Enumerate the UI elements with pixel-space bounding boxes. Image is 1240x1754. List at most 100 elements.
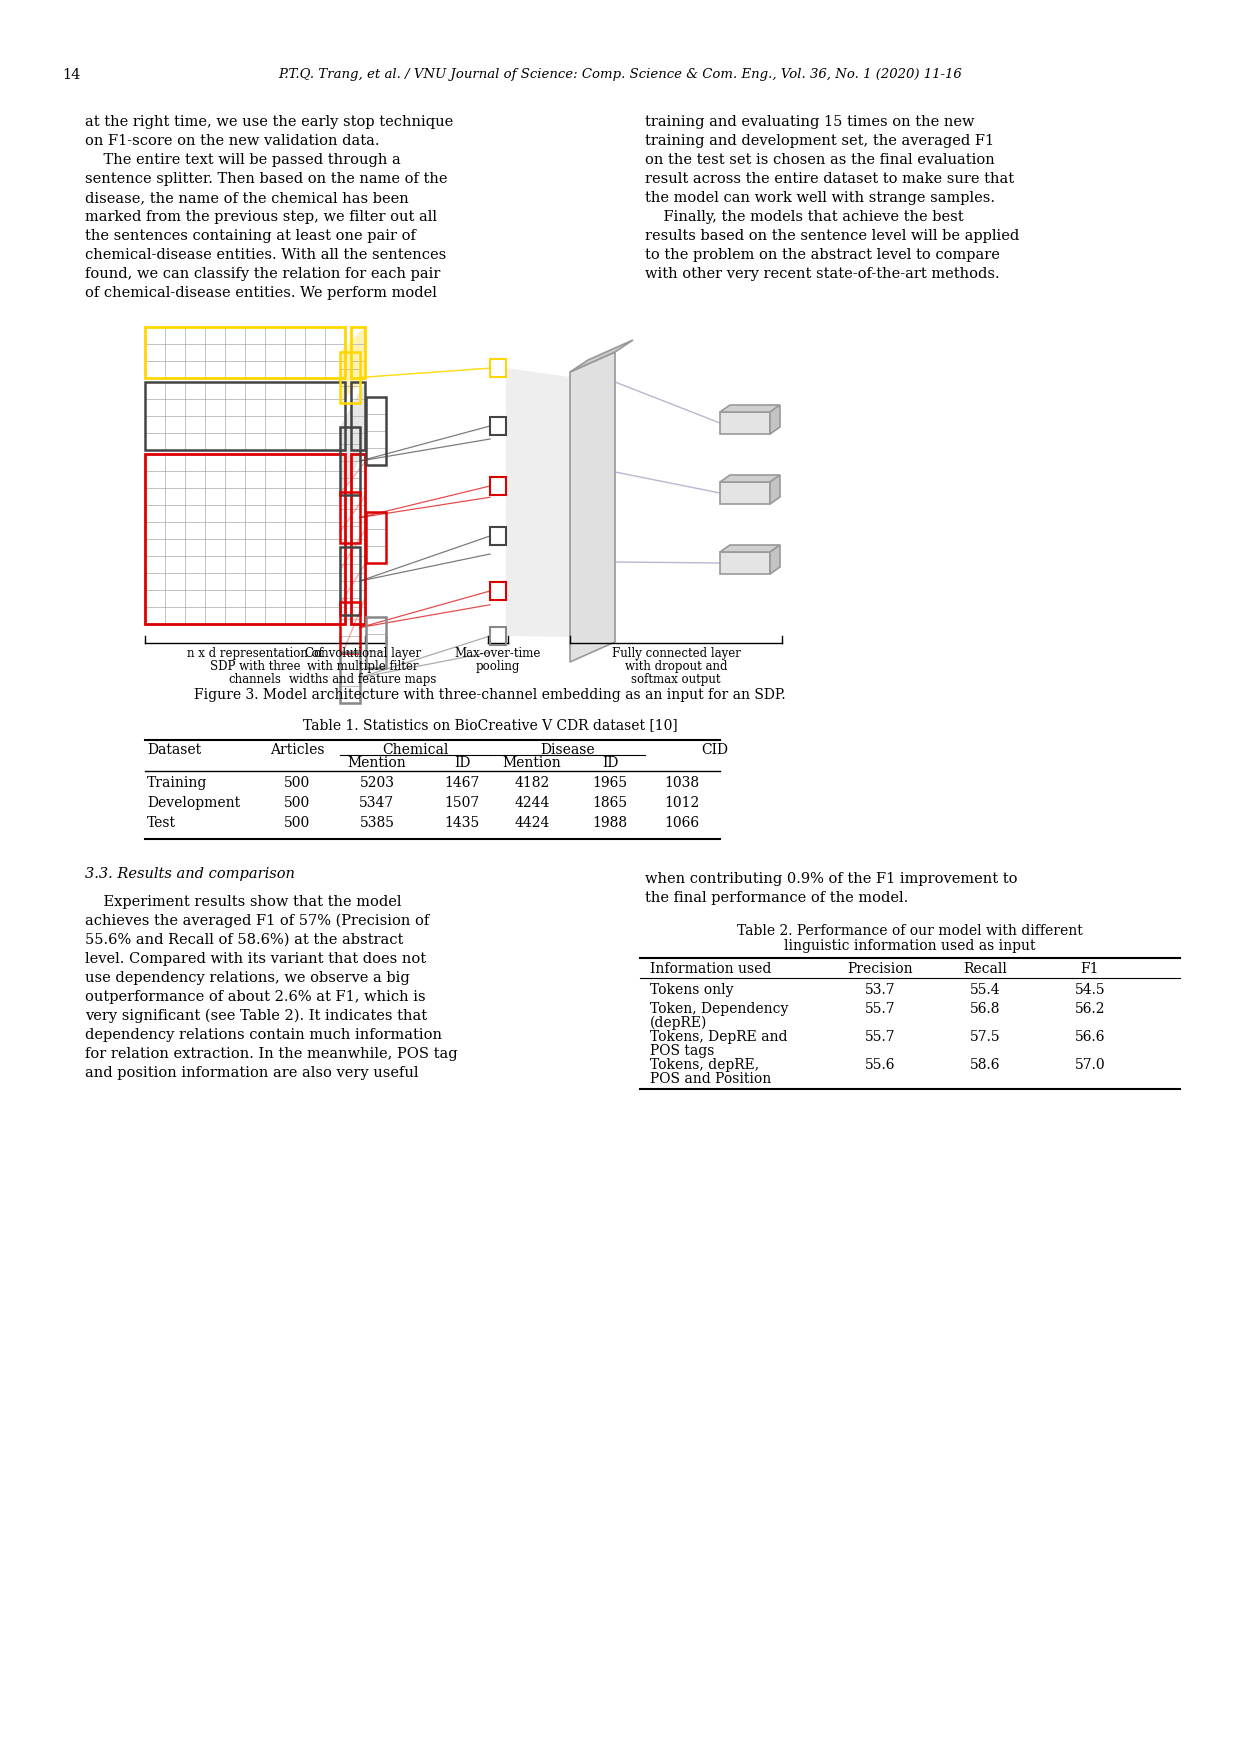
Bar xyxy=(340,602,360,652)
Text: 55.4: 55.4 xyxy=(970,982,1001,996)
Text: 55.6: 55.6 xyxy=(864,1058,895,1072)
Polygon shape xyxy=(770,475,780,503)
Text: marked from the previous step, we filter out all: marked from the previous step, we filter… xyxy=(86,210,436,225)
Text: 1988: 1988 xyxy=(593,816,627,830)
Text: 1467: 1467 xyxy=(444,775,480,789)
Text: Table 1. Statistics on BioCreative V CDR dataset [10]: Table 1. Statistics on BioCreative V CDR… xyxy=(303,717,677,731)
Text: Disease: Disease xyxy=(541,744,595,758)
Text: channels: channels xyxy=(228,674,281,686)
Text: achieves the averaged F1 of 57% (Precision of: achieves the averaged F1 of 57% (Precisi… xyxy=(86,914,429,928)
Text: 4424: 4424 xyxy=(515,816,549,830)
Polygon shape xyxy=(340,326,365,403)
Polygon shape xyxy=(570,353,615,661)
Text: 3.3. Results and comparison: 3.3. Results and comparison xyxy=(86,866,295,881)
Text: training and evaluating 15 times on the new: training and evaluating 15 times on the … xyxy=(645,116,975,130)
Bar xyxy=(490,477,506,495)
Text: at the right time, we use the early stop technique: at the right time, we use the early stop… xyxy=(86,116,454,130)
Text: 1435: 1435 xyxy=(444,816,480,830)
Polygon shape xyxy=(570,340,632,372)
Text: Tokens, depRE,: Tokens, depRE, xyxy=(650,1058,759,1072)
Text: Token, Dependency: Token, Dependency xyxy=(650,1002,789,1016)
Text: 56.2: 56.2 xyxy=(1075,1002,1105,1016)
Text: Development: Development xyxy=(148,796,241,810)
Text: Tokens only: Tokens only xyxy=(650,982,734,996)
Text: 1012: 1012 xyxy=(665,796,699,810)
Text: with other very recent state-of-the-art methods.: with other very recent state-of-the-art … xyxy=(645,267,999,281)
Polygon shape xyxy=(770,405,780,433)
Text: Mention: Mention xyxy=(347,756,407,770)
Text: Information used: Information used xyxy=(650,961,771,975)
Text: Convolutional layer: Convolutional layer xyxy=(305,647,422,660)
Text: 5347: 5347 xyxy=(360,796,394,810)
Text: results based on the sentence level will be applied: results based on the sentence level will… xyxy=(645,230,1019,244)
Text: 53.7: 53.7 xyxy=(864,982,895,996)
Text: P.T.Q. Trang, et al. / VNU Journal of Science: Comp. Science & Com. Eng., Vol. 3: P.T.Q. Trang, et al. / VNU Journal of Sc… xyxy=(278,68,962,81)
Bar xyxy=(720,482,770,503)
Text: ID: ID xyxy=(601,756,619,770)
Text: outperformance of about 2.6% at F1, which is: outperformance of about 2.6% at F1, whic… xyxy=(86,989,425,1003)
Text: on the test set is chosen as the final evaluation: on the test set is chosen as the final e… xyxy=(645,153,994,167)
Text: very significant (see Table 2). It indicates that: very significant (see Table 2). It indic… xyxy=(86,1009,427,1023)
Bar xyxy=(340,652,360,703)
Text: dependency relations contain much information: dependency relations contain much inform… xyxy=(86,1028,441,1042)
Bar xyxy=(145,382,345,451)
Text: sentence splitter. Then based on the name of the: sentence splitter. Then based on the nam… xyxy=(86,172,448,186)
Text: pooling: pooling xyxy=(476,660,521,674)
Text: Figure 3. Model architecture with three-channel embedding as an input for an SDP: Figure 3. Model architecture with three-… xyxy=(195,688,786,702)
Bar xyxy=(366,512,386,563)
Text: to the problem on the abstract level to compare: to the problem on the abstract level to … xyxy=(645,247,999,261)
Text: Precision: Precision xyxy=(847,961,913,975)
Text: widths and feature maps: widths and feature maps xyxy=(289,674,436,686)
Text: 1965: 1965 xyxy=(593,775,627,789)
Text: 1066: 1066 xyxy=(665,816,699,830)
Text: 56.8: 56.8 xyxy=(970,1002,1001,1016)
Text: Finally, the models that achieve the best: Finally, the models that achieve the bes… xyxy=(645,210,963,225)
Text: when contributing 0.9% of the F1 improvement to: when contributing 0.9% of the F1 improve… xyxy=(645,872,1018,886)
Text: n x d representation of: n x d representation of xyxy=(187,647,322,660)
Bar xyxy=(490,417,506,435)
Text: disease, the name of the chemical has been: disease, the name of the chemical has be… xyxy=(86,191,409,205)
Bar xyxy=(490,626,506,645)
Bar xyxy=(490,360,506,377)
Text: with multiple filter: with multiple filter xyxy=(308,660,419,674)
Bar xyxy=(340,426,360,495)
Bar xyxy=(145,326,345,379)
Text: Training: Training xyxy=(148,775,207,789)
Text: Mention: Mention xyxy=(502,756,562,770)
Text: 4244: 4244 xyxy=(515,796,549,810)
Polygon shape xyxy=(340,382,365,495)
Text: 500: 500 xyxy=(284,796,310,810)
Bar xyxy=(351,454,365,624)
Polygon shape xyxy=(720,545,780,553)
Text: 57.5: 57.5 xyxy=(970,1030,1001,1044)
Text: 1865: 1865 xyxy=(593,796,627,810)
Polygon shape xyxy=(506,368,570,637)
Text: Articles: Articles xyxy=(270,744,324,758)
Text: on F1-score on the new validation data.: on F1-score on the new validation data. xyxy=(86,133,379,147)
Polygon shape xyxy=(770,545,780,574)
Text: Max-over-time: Max-over-time xyxy=(455,647,541,660)
Bar xyxy=(340,547,360,616)
Text: F1: F1 xyxy=(1081,961,1099,975)
Text: CID: CID xyxy=(702,744,729,758)
Text: 5203: 5203 xyxy=(360,775,394,789)
Text: 55.6% and Recall of 58.6%) at the abstract: 55.6% and Recall of 58.6%) at the abstra… xyxy=(86,933,403,947)
Text: found, we can classify the relation for each pair: found, we can classify the relation for … xyxy=(86,267,440,281)
Bar xyxy=(720,553,770,574)
Text: Dataset: Dataset xyxy=(148,744,201,758)
Text: 55.7: 55.7 xyxy=(864,1030,895,1044)
Text: 500: 500 xyxy=(284,775,310,789)
Text: 4182: 4182 xyxy=(515,775,549,789)
Bar xyxy=(351,382,365,451)
Text: for relation extraction. In the meanwhile, POS tag: for relation extraction. In the meanwhil… xyxy=(86,1047,458,1061)
Text: 54.5: 54.5 xyxy=(1075,982,1105,996)
Polygon shape xyxy=(720,475,780,482)
Text: ID: ID xyxy=(454,756,470,770)
Text: the sentences containing at least one pair of: the sentences containing at least one pa… xyxy=(86,230,415,244)
Text: 57.0: 57.0 xyxy=(1075,1058,1105,1072)
Text: Recall: Recall xyxy=(963,961,1007,975)
Bar xyxy=(720,412,770,433)
Text: 56.6: 56.6 xyxy=(1075,1030,1105,1044)
Text: 1507: 1507 xyxy=(444,796,480,810)
Bar xyxy=(366,396,386,465)
